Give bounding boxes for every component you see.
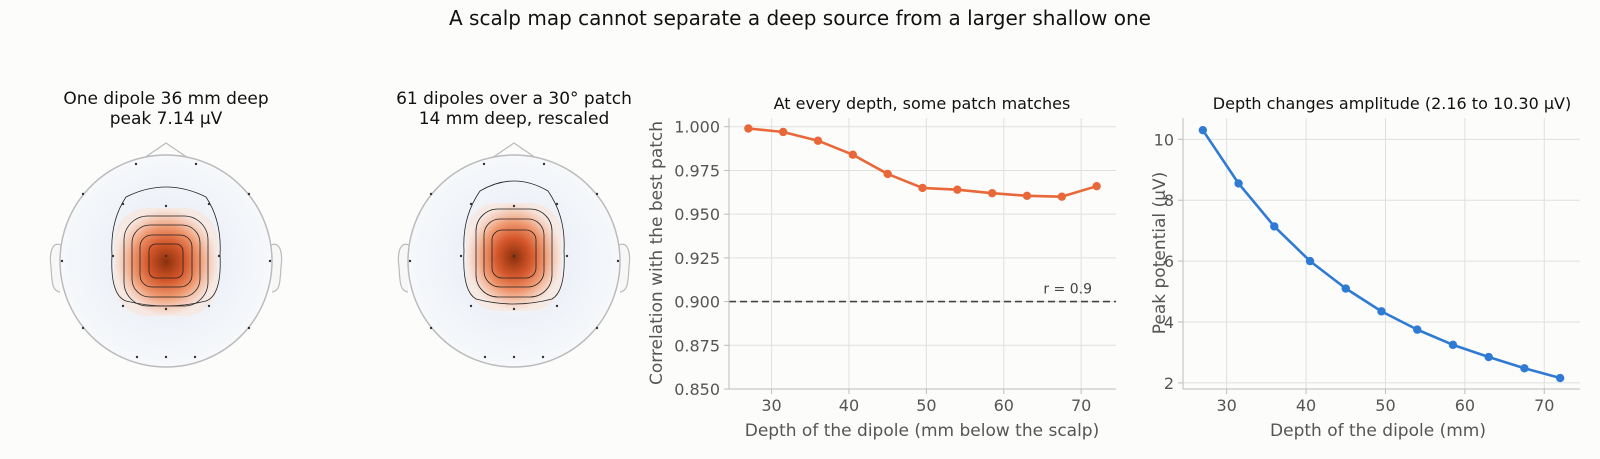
x-tick-label: 30 (1216, 396, 1236, 415)
topomap-1-subtitle: peak 7.14 µV (110, 109, 223, 129)
contour-line (131, 224, 201, 298)
data-point (1448, 340, 1458, 350)
contour-line (483, 218, 545, 288)
topomap-dipole-patch: 61 dipoles over a 30° patch 14 mm deep, … (396, 89, 632, 368)
data-point (1305, 256, 1315, 266)
y-tick-label: 2 (1164, 374, 1174, 393)
contour-line (111, 186, 221, 307)
x-tick-label: 30 (761, 396, 781, 415)
y-tick-label: 8 (1164, 191, 1174, 210)
scalp-head-2 (397, 142, 631, 368)
correlation-x-axis-label: Depth of the dipole (mm below the scalp) (745, 421, 1099, 441)
y-tick-label: 0.875 (674, 336, 720, 355)
x-tick-label: 50 (916, 396, 936, 415)
y-tick-label: 10 (1154, 130, 1174, 149)
data-point (848, 150, 858, 159)
correlation-grid (729, 118, 1116, 390)
data-point (1270, 222, 1279, 231)
amplitude-axes: 30 40 50 60 70 2 4 6 8 10 (1154, 118, 1580, 415)
y-tick-label: 0.850 (674, 380, 720, 399)
topomap-1-title: One dipole 36 mm deep (63, 89, 268, 109)
x-tick-label: 70 (1534, 396, 1554, 415)
data-point (1484, 352, 1493, 362)
contour-line (475, 208, 553, 298)
data-point (883, 169, 892, 179)
correlation-series (744, 124, 1101, 201)
amplitude-series (1198, 125, 1565, 383)
contour-line (139, 234, 193, 288)
amplitude-chart-title: Depth changes amplitude (2.16 to 10.30 µ… (1213, 94, 1571, 113)
amplitude-y-axis-label: Peak potential (µV) (1150, 172, 1170, 335)
data-point (918, 183, 927, 193)
nose-outline (491, 142, 537, 159)
electrode-markers (408, 162, 620, 359)
electrode-markers (60, 162, 272, 359)
data-point (1057, 192, 1067, 201)
y-tick-label: 0.925 (674, 249, 720, 268)
data-point (1022, 191, 1032, 201)
data-point (953, 185, 962, 194)
correlation-chart-title: At every depth, some patch matches (774, 94, 1071, 113)
x-tick-label: 40 (839, 396, 859, 415)
data-point (1377, 307, 1386, 316)
correlation-axes: 30 40 50 60 70 0.850 0.875 0.900 0.925 0.950 0.975… (674, 118, 1116, 415)
y-tick-label: 0.950 (674, 205, 720, 224)
data-point (987, 188, 997, 198)
data-point (744, 124, 753, 133)
data-point (1341, 284, 1350, 293)
left-ear-outline (49, 243, 62, 293)
scalp-head-1 (49, 142, 283, 368)
left-ear-outline (397, 243, 410, 293)
amplitude-grid (1183, 118, 1580, 389)
contour-line (463, 180, 565, 305)
amplitude-x-axis-label: Depth of the dipole (mm) (1270, 421, 1486, 441)
contour-line (491, 229, 537, 279)
y-tick-label: 6 (1164, 252, 1174, 271)
topomap-single-dipole: One dipole 36 mm deep peak 7.14 µV (49, 89, 283, 368)
potential-hotspot (114, 208, 218, 316)
correlation-y-axis-label: Correlation with the best patch (647, 121, 667, 385)
nose-outline (143, 142, 189, 159)
right-ear-outline (618, 243, 631, 293)
right-ear-outline (270, 243, 283, 293)
data-point (1520, 364, 1529, 373)
correlation-chart: At every depth, some patch matches r = 0… (647, 94, 1116, 441)
data-point (1413, 325, 1422, 334)
reference-line-label: r = 0.9 (1043, 282, 1092, 298)
data-point (778, 127, 788, 137)
figure-title: A scalp map cannot separate a deep sourc… (449, 6, 1151, 30)
x-tick-label: 60 (994, 396, 1014, 415)
topomap-2-title: 61 dipoles over a 30° patch (396, 89, 632, 109)
contour-line (148, 243, 184, 279)
correlation-reference: r = 0.9 (729, 282, 1116, 303)
x-tick-label: 50 (1375, 396, 1395, 415)
topomap-2-subtitle: 14 mm deep, rescaled (419, 109, 610, 129)
y-tick-label: 4 (1164, 313, 1174, 332)
contour-line (123, 215, 209, 307)
y-tick-label: 0.900 (674, 293, 720, 312)
data-point (813, 136, 823, 145)
series-line (1201, 129, 1561, 380)
x-tick-label: 40 (1296, 396, 1316, 415)
data-point (1555, 373, 1565, 383)
amplitude-chart: Depth changes amplitude (2.16 to 10.30 µ… (1150, 94, 1580, 441)
x-tick-label: 70 (1071, 396, 1091, 415)
x-tick-label: 60 (1455, 396, 1475, 415)
data-point (1092, 181, 1101, 191)
y-tick-label: 1.000 (674, 118, 720, 137)
data-point (1234, 179, 1243, 188)
data-point (1198, 125, 1208, 135)
y-tick-label: 0.975 (674, 161, 720, 180)
